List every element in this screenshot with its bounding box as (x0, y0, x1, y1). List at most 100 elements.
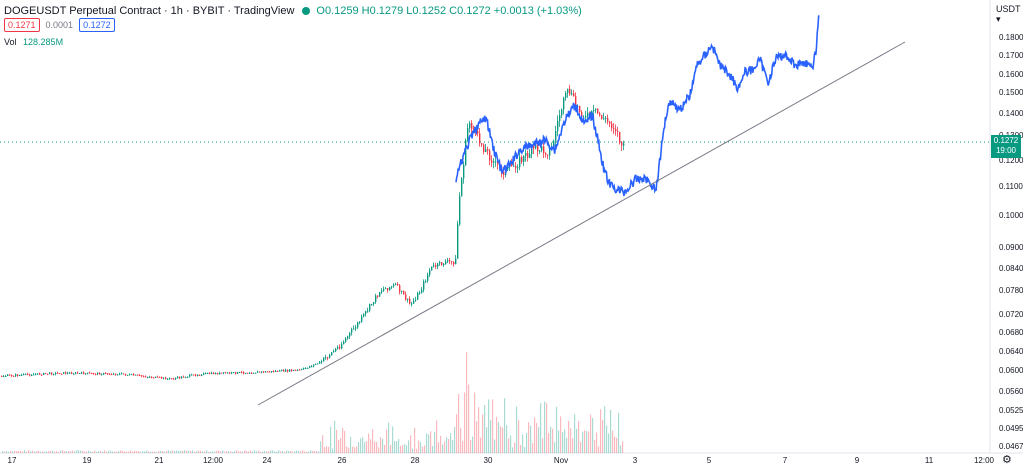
candle-body (425, 280, 427, 282)
candle-body (469, 123, 471, 129)
candle-body (59, 373, 61, 375)
volume-bar (348, 447, 350, 453)
symbol-title[interactable]: DOGEUSDT Perpetual Contract · 1h · BYBIT… (4, 5, 295, 17)
candle-body (159, 376, 161, 378)
volume-bar (572, 438, 574, 453)
volume-bar (398, 438, 400, 453)
volume-bar (416, 448, 418, 453)
volume-bar (526, 432, 528, 453)
candle-body (89, 372, 91, 374)
candle-body (97, 372, 99, 375)
candle-body (27, 373, 29, 375)
volume-bar (240, 451, 242, 453)
candle-body (181, 376, 183, 379)
candle-body (441, 262, 443, 265)
candle-body (219, 372, 221, 375)
volume-bar (312, 450, 314, 453)
time-axis-tick: 11 (925, 456, 934, 465)
sell-button[interactable]: 0.1271 (4, 18, 40, 32)
candle-body (427, 274, 429, 281)
volume-bar (318, 451, 320, 453)
volume-bar (192, 450, 194, 453)
volume-bar (600, 409, 602, 453)
candle-body (521, 157, 523, 162)
volume-bar (162, 450, 164, 453)
volume-bar (88, 450, 90, 453)
trend-line[interactable] (257, 41, 906, 406)
candle-body (49, 372, 51, 375)
candle-body (141, 375, 143, 377)
price-axis-tick: 0.0640 (999, 347, 1023, 356)
candle-body (445, 261, 447, 265)
candle-body (251, 372, 253, 374)
currency-selector[interactable]: USDT ▾ (996, 4, 1023, 25)
candle-body (597, 108, 599, 114)
candle-body (329, 355, 331, 358)
buy-button[interactable]: 0.1272 (79, 18, 115, 32)
volume-bar (360, 438, 362, 453)
candle-body (215, 373, 217, 375)
candle-body (455, 258, 457, 265)
volume-bar (30, 451, 32, 453)
candle-body (489, 150, 491, 161)
volume-bar (150, 451, 152, 453)
volume-bar (384, 444, 386, 453)
candle-body (451, 261, 453, 263)
candle-body (327, 357, 329, 359)
candle-body (447, 260, 449, 262)
candle-body (575, 96, 577, 107)
volume-bar (336, 430, 338, 453)
candle-body (585, 115, 587, 118)
candle-body (449, 260, 451, 262)
candle-body (435, 265, 437, 267)
candle-body (29, 374, 31, 376)
candle-body (587, 112, 589, 116)
volume-bar (48, 451, 50, 453)
candle-body (243, 372, 245, 374)
volume-bar (512, 447, 514, 453)
candle-body (537, 144, 539, 152)
candle-body (567, 88, 569, 93)
volume-bar (508, 438, 510, 453)
candle-body (273, 370, 275, 372)
volume-bar (598, 446, 600, 453)
volume-bar (514, 442, 516, 453)
volume-bar (338, 440, 340, 453)
candle-body (523, 155, 525, 162)
candle-body (5, 376, 7, 378)
volume-bar (156, 451, 158, 453)
volume-bar (522, 434, 524, 453)
gear-icon[interactable]: ⚙ (1002, 454, 1012, 466)
volume-bar (544, 401, 546, 453)
volume-bar (56, 451, 58, 453)
volume-bar (4, 451, 6, 453)
candle-body (483, 144, 485, 152)
volume-bar (96, 451, 98, 453)
comparison-series-line (455, 14, 820, 197)
candle-body (225, 372, 227, 374)
candle-body (623, 143, 625, 146)
volume-bar (222, 450, 224, 453)
candle-body (101, 374, 103, 376)
candle-body (351, 329, 353, 333)
volume-bar (50, 450, 52, 453)
volume-bar (24, 450, 26, 453)
candle-body (289, 369, 291, 372)
volume-bar (540, 403, 542, 453)
candle-body (421, 289, 423, 293)
volume-bar (74, 451, 76, 453)
volume-bar (220, 451, 222, 453)
candle-body (267, 371, 269, 373)
volume-bar (596, 432, 598, 453)
volume-bar (404, 444, 406, 453)
candle-body (33, 374, 35, 376)
volume-bar (106, 451, 108, 453)
candle-body (41, 374, 43, 376)
volume-bar (330, 426, 332, 453)
volume-bar (72, 450, 74, 453)
volume-bar (452, 440, 454, 453)
volume-bar (326, 446, 328, 453)
candle-body (497, 161, 499, 165)
volume-bar (454, 426, 456, 453)
